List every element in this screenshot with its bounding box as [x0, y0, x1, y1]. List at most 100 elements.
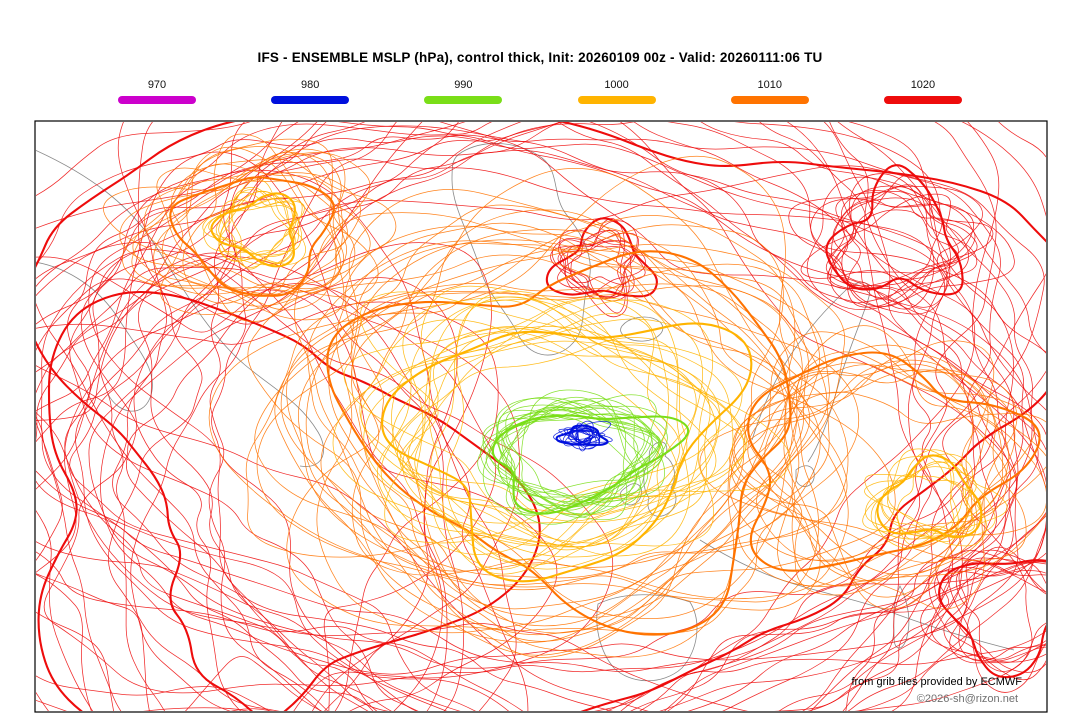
contour-1020-member	[92, 123, 1046, 711]
contour-1020-member	[825, 164, 964, 296]
contour-1020-member	[64, 122, 1019, 711]
contour-1020-member	[938, 559, 1046, 679]
contour-1010-member	[699, 359, 1027, 561]
contour-1020-member	[788, 185, 983, 315]
contour-1020-member	[125, 122, 1046, 711]
contour-1010-member	[245, 155, 806, 619]
contour-1020-member	[800, 193, 959, 280]
legend-item-990: 990	[424, 79, 503, 104]
contour-1010-member	[297, 168, 849, 600]
contour-1000-member	[876, 454, 983, 539]
contour-1020-member	[559, 240, 634, 299]
contour-1020-member	[806, 176, 1015, 310]
contour-1010-member	[256, 189, 848, 591]
legend-level-label: 990	[454, 79, 473, 91]
contour-990-member	[480, 399, 628, 521]
contour-1020-member	[810, 198, 975, 307]
contour-1000-member	[870, 449, 987, 547]
contour-1020-member	[36, 122, 1046, 711]
contour-1000-member	[428, 299, 721, 575]
contour-1000-member	[218, 189, 295, 262]
legend-color-bar	[730, 96, 809, 104]
contour-1010-member	[316, 222, 821, 634]
contour-1020-member	[841, 174, 951, 308]
contour-1000-member	[377, 298, 717, 546]
contour-1020-member	[69, 122, 1046, 711]
pressure-legend: 970 980 990 1000 1010 1020	[118, 79, 962, 104]
legend-color-bar	[118, 96, 196, 104]
contour-1020-member	[832, 198, 943, 300]
contour-1010-member	[186, 163, 343, 322]
legend-color-bar	[424, 96, 503, 104]
contour-990-member	[482, 408, 653, 515]
legend-level-label: 970	[147, 79, 167, 91]
contour-1010-member	[731, 363, 978, 564]
contour-1000-member	[864, 474, 982, 540]
contour-1010-member	[743, 362, 1035, 587]
contour-1020-member	[545, 217, 658, 298]
contour-1000-member	[392, 297, 690, 557]
contour-1020-member	[559, 229, 646, 294]
contour-1020-member	[955, 561, 1046, 672]
contour-1000-member	[402, 296, 747, 547]
contour-1000-member	[887, 461, 955, 535]
contour-1020-member	[958, 546, 1046, 662]
contour-1000-member	[399, 326, 747, 516]
contour-1000-member	[430, 290, 734, 570]
legend-item-970: 970	[118, 79, 196, 104]
contour-1010-member	[350, 239, 830, 642]
legend-level-label: 980	[301, 79, 320, 91]
contour-1020-member	[920, 561, 1046, 663]
contour-1020-member	[36, 256, 529, 711]
contour-1000-member	[203, 190, 306, 265]
contour-1000-member	[359, 291, 791, 548]
contour-1020-member	[36, 122, 1018, 711]
contour-1020-member	[36, 242, 492, 711]
contour-1020-member	[827, 209, 960, 274]
contour-990-member	[495, 397, 664, 507]
contour-1010-member	[732, 369, 989, 576]
contour-1000-member	[210, 192, 296, 268]
contour-1000-member	[231, 191, 297, 270]
contour-1010-member	[737, 344, 1046, 587]
contour-1010-member	[351, 248, 811, 576]
contour-1000-member	[446, 296, 717, 560]
contour-1000-member	[862, 453, 1008, 537]
contour-1020-member	[550, 240, 636, 298]
contour-1010-member	[122, 153, 347, 295]
contour-990-member	[497, 389, 649, 503]
legend-item-1000: 1000	[577, 79, 656, 104]
contour-1000-member	[218, 197, 295, 265]
chart-title: IFS - ENSEMBLE MSLP (hPa), control thick…	[257, 50, 823, 65]
contour-990-member	[498, 417, 661, 509]
contour-1020-member	[138, 147, 1014, 711]
legend-color-bar	[883, 96, 962, 104]
contour-980-member	[558, 428, 601, 446]
contour-1000-member	[874, 448, 996, 549]
contour-990-member	[489, 396, 641, 507]
legend-color-bar	[577, 96, 656, 104]
contour-1010-member	[208, 215, 796, 658]
contour-990-member	[496, 409, 654, 511]
contour-1020-member	[949, 557, 1046, 664]
contour-1020-member	[36, 301, 499, 711]
contour-1010-member	[326, 250, 792, 636]
contour-1020-member	[88, 122, 1046, 669]
contour-1020-member	[36, 289, 558, 711]
contour-1000-member	[219, 191, 295, 266]
contour-1010-member	[169, 176, 335, 297]
contour-1000-member	[332, 299, 713, 558]
legend-item-1010: 1010	[730, 79, 809, 104]
contour-980-member	[555, 427, 613, 443]
contour-1010-member	[320, 229, 849, 579]
contour-1020-member	[36, 277, 458, 711]
contour-1010-member	[286, 225, 896, 636]
contour-990-member	[505, 406, 645, 504]
contour-1010-member	[119, 148, 346, 293]
contour-1010-member	[280, 209, 821, 611]
contour-1020-member	[37, 290, 541, 711]
contour-1010-member	[247, 254, 860, 634]
contour-1020-member	[75, 122, 954, 711]
